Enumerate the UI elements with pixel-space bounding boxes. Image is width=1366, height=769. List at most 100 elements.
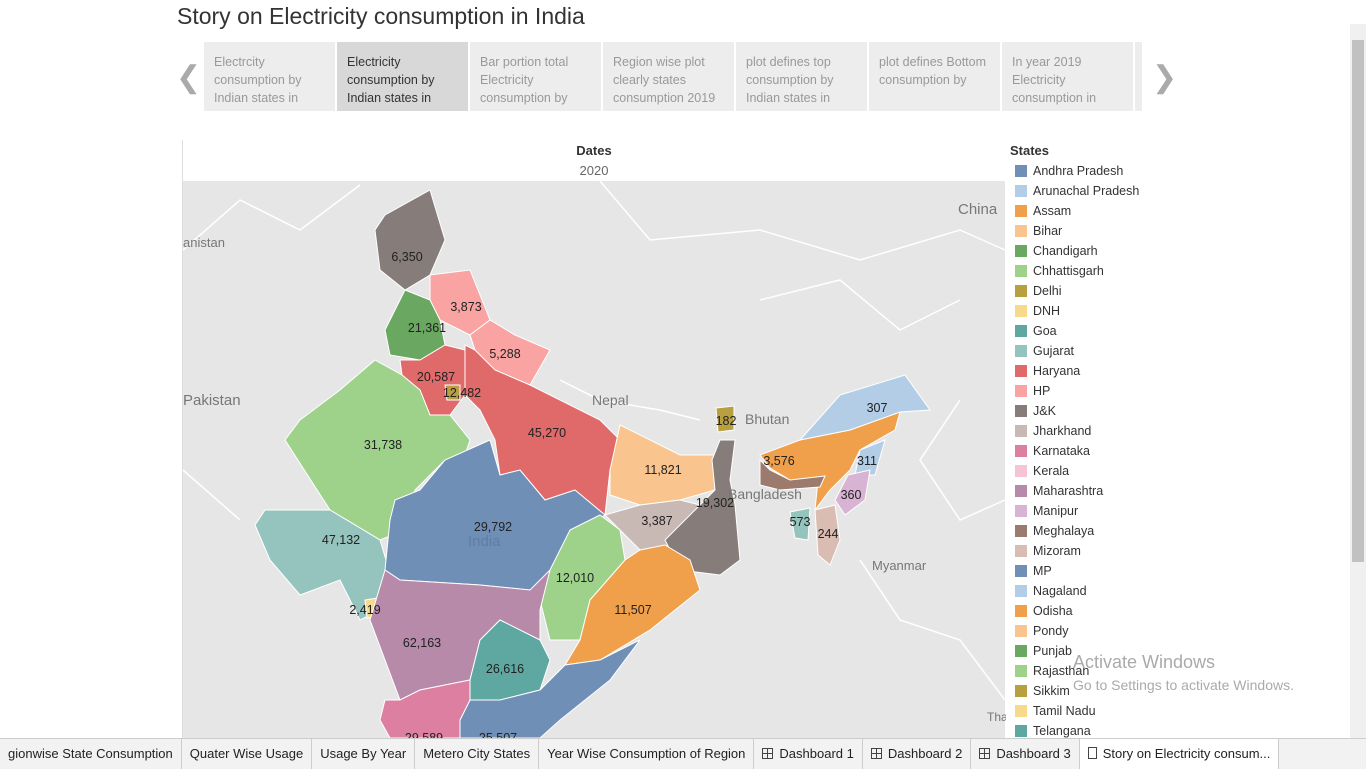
sheet-tab[interactable]: Metero City States	[415, 739, 540, 769]
legend-item[interactable]: Assam	[1008, 201, 1158, 221]
sheet-tab[interactable]: Quater Wise Usage	[182, 739, 313, 769]
legend-label: Kerala	[1033, 464, 1070, 478]
legend-swatch	[1015, 205, 1027, 217]
sheet-tab[interactable]: Usage By Year	[312, 739, 416, 769]
story-point[interactable]: Electrcity consumption by Indian states …	[204, 42, 335, 111]
legend-swatch	[1015, 725, 1027, 737]
legend-item[interactable]: Manipur	[1008, 501, 1158, 521]
legend-item[interactable]: Maharashtra	[1008, 481, 1158, 501]
story-title: Story on Electricity consumption in Indi…	[177, 3, 585, 29]
legend-swatch	[1015, 545, 1027, 557]
legend-item[interactable]: Karnataka	[1008, 441, 1158, 461]
legend-swatch	[1015, 185, 1027, 197]
state-value-label: 20,587	[417, 370, 455, 384]
legend-label: Haryana	[1033, 364, 1081, 378]
legend-swatch	[1015, 345, 1027, 357]
state-shape[interactable]	[834, 469, 871, 516]
legend: States Andhra Pradesh Arunachal Pradesh As…	[1008, 143, 1158, 738]
map-view: China anistan Pakistan Nepal Bhutan Banglades…	[182, 140, 1006, 738]
state-value-label: 29,792	[474, 520, 512, 534]
state-shape[interactable]	[814, 504, 841, 566]
legend-item[interactable]: Gujarat	[1008, 341, 1158, 361]
sheet-tab[interactable]: Year Wise Consumption of Region	[539, 739, 755, 769]
next-arrow[interactable]: ❯	[1152, 61, 1178, 94]
state-shape[interactable]	[854, 439, 886, 476]
tab-label: Usage By Year	[320, 746, 407, 761]
column-header: Dates	[576, 143, 612, 158]
prev-arrow[interactable]: ❮	[176, 61, 202, 94]
legend-label: Karnataka	[1033, 444, 1090, 458]
state-value-label: 3,387	[641, 514, 672, 528]
scroll-thumb[interactable]	[1352, 40, 1364, 562]
legend-item[interactable]: Telangana	[1008, 721, 1158, 738]
legend-item[interactable]: Odisha	[1008, 601, 1158, 621]
state-shape[interactable]	[459, 639, 641, 738]
place-name: Myanmar	[872, 558, 927, 573]
state-value-label: 307	[867, 401, 888, 415]
legend-item[interactable]: HP	[1008, 381, 1158, 401]
dashboard-icon	[870, 748, 882, 759]
legend-item[interactable]: Goa	[1008, 321, 1158, 341]
legend-item[interactable]: Jharkhand	[1008, 421, 1158, 441]
state-value-label: 244	[818, 527, 839, 541]
legend-label: Nagaland	[1033, 584, 1087, 598]
legend-item[interactable]: Meghalaya	[1008, 521, 1158, 541]
legend-label: Tamil Nadu	[1033, 704, 1096, 718]
legend-item[interactable]: Rajasthan	[1008, 661, 1158, 681]
legend-item[interactable]: Kerala	[1008, 461, 1158, 481]
legend-swatch	[1015, 365, 1027, 377]
sheet-tab[interactable]: Story on Electricity consum...	[1079, 739, 1280, 769]
country-borders	[182, 180, 1006, 701]
sheet-tab[interactable]: Dashboard 1	[754, 739, 863, 769]
legend-swatch	[1015, 265, 1027, 277]
legend-label: Maharashtra	[1033, 484, 1104, 498]
legend-item[interactable]: Andhra Pradesh	[1008, 161, 1158, 181]
state-shape[interactable]	[789, 507, 811, 541]
legend-item[interactable]: J&K	[1008, 401, 1158, 421]
state-shape[interactable]	[379, 679, 471, 738]
legend-swatch	[1015, 165, 1027, 177]
legend-item[interactable]: Chhattisgarh	[1008, 261, 1158, 281]
place-name: Pakistan	[183, 392, 241, 409]
legend-item[interactable]: Bihar	[1008, 221, 1158, 241]
legend-item[interactable]: Delhi	[1008, 281, 1158, 301]
legend-label: DNH	[1033, 304, 1061, 318]
legend-item[interactable]: Sikkim	[1008, 681, 1158, 701]
state-shape[interactable]	[444, 384, 461, 401]
story-point[interactable]: plot defines Bottom consumption by	[869, 42, 1000, 111]
story-point[interactable]: Electricity consumption by Indian states…	[337, 42, 468, 111]
legend-item[interactable]: Haryana	[1008, 361, 1158, 381]
legend-item[interactable]: Punjab	[1008, 641, 1158, 661]
legend-item[interactable]: Pondy	[1008, 621, 1158, 641]
legend-swatch	[1015, 645, 1027, 657]
sheet-tab[interactable]: gionwise State Consumption	[0, 739, 182, 769]
legend-label: Sikkim	[1033, 684, 1070, 698]
state-shape[interactable]	[798, 374, 931, 441]
state-shape[interactable]	[759, 458, 826, 491]
state-shape[interactable]	[564, 544, 701, 666]
legend-item[interactable]: Tamil Nadu	[1008, 701, 1158, 721]
legend-label: Chandigarh	[1033, 244, 1098, 258]
tab-label: Dashboard 3	[996, 746, 1071, 761]
legend-item[interactable]: MP	[1008, 561, 1158, 581]
legend-item[interactable]: Nagaland	[1008, 581, 1158, 601]
story-point[interactable]: plot defines top consumption by Indian s…	[736, 42, 867, 111]
place-name: Tha	[987, 710, 1006, 724]
legend-label: Goa	[1033, 324, 1057, 338]
legend-item[interactable]: DNH	[1008, 301, 1158, 321]
state-shape[interactable]	[715, 405, 735, 433]
sheet-tab[interactable]: Dashboard 2	[863, 739, 972, 769]
state-value-label: 3,873	[450, 300, 481, 314]
story-point[interactable]: In year 2019 Electricity consumption in	[1002, 42, 1133, 111]
legend-label: J&K	[1033, 404, 1056, 418]
legend-item[interactable]: Chandigarh	[1008, 241, 1158, 261]
sheet-tab[interactable]: Dashboard 3	[971, 739, 1080, 769]
state-shape[interactable]	[254, 509, 396, 621]
legend-item[interactable]: Mizoram	[1008, 541, 1158, 561]
story-point[interactable]: Region wise plot clearly states consumpt…	[603, 42, 734, 111]
story-point[interactable]: Bar portion total Electricity consumptio…	[470, 42, 601, 111]
legend-item[interactable]: Arunachal Pradesh	[1008, 181, 1158, 201]
place-name: India	[468, 533, 501, 550]
state-shape[interactable]	[374, 189, 446, 291]
